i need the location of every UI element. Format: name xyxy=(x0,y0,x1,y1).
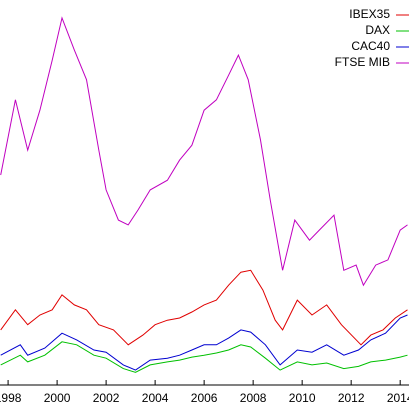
legend-label: FTSE MIB xyxy=(335,55,390,69)
legend-label: DAX xyxy=(365,23,390,37)
series-line xyxy=(0,16,408,287)
x-tick-label: 2012 xyxy=(338,391,365,405)
x-tick-label: 2008 xyxy=(240,391,267,405)
x-tick-label: 2000 xyxy=(44,391,71,405)
x-tick-label: 2004 xyxy=(142,391,169,405)
series-line xyxy=(0,341,408,373)
x-tick-label: 2006 xyxy=(191,391,218,405)
legend-label: CAC40 xyxy=(351,39,390,53)
x-tick-label: 2002 xyxy=(93,391,120,405)
series-line xyxy=(0,314,408,371)
legend-label: IBEX35 xyxy=(349,7,390,21)
x-tick-label: 2014 xyxy=(387,391,409,405)
x-tick-label: 1998 xyxy=(0,391,22,405)
x-tick-label: 2010 xyxy=(289,391,316,405)
series-line xyxy=(0,269,408,346)
